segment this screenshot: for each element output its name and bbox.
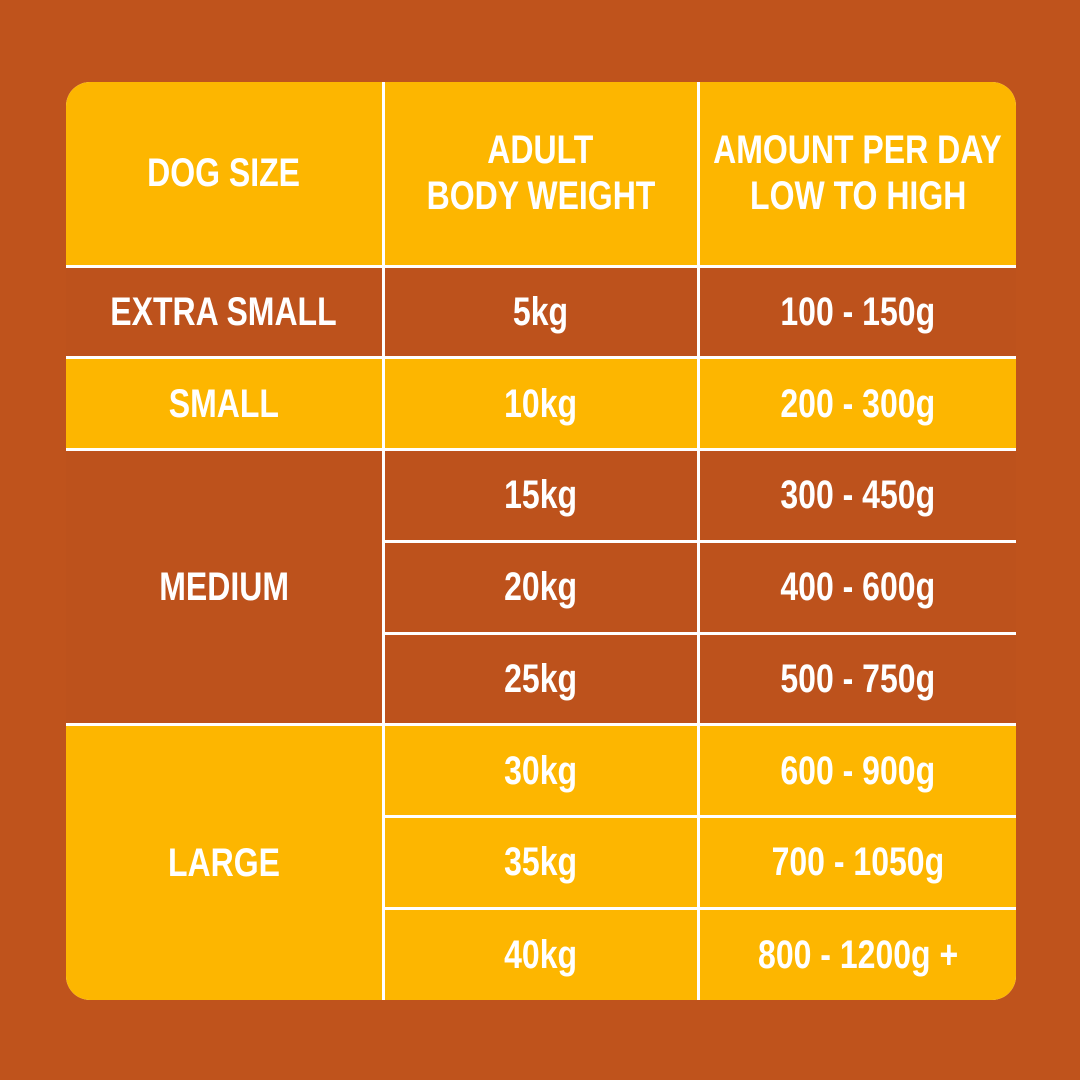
weight-cell: 35kg [384, 818, 697, 907]
cell-text: ADULT [487, 128, 594, 173]
cell-text: 40kg [504, 932, 577, 977]
cell-text: DOG SIZE [147, 151, 301, 196]
weight-cell: 5kg [384, 267, 697, 357]
cell-text: 30kg [504, 748, 577, 793]
amount-cell: 400 - 600g [699, 542, 1016, 632]
cell-text: MEDIUM [158, 565, 289, 610]
header-cell: AMOUNT PER DAY LOW TO HIGH [699, 82, 1016, 265]
size-cell: EXTRA SMALL [66, 267, 382, 357]
cell-text: 5kg [512, 289, 569, 334]
cell-text: 300 - 450g [780, 473, 936, 518]
cell-text: LARGE [167, 841, 280, 886]
cell-text: 800 - 1200g + [757, 932, 958, 977]
amount-cell: 300 - 450g [699, 451, 1016, 540]
cell-text: 100 - 150g [780, 289, 936, 334]
cell-text: 10kg [504, 381, 577, 426]
cell-text: AMOUNT PER DAY [713, 128, 1003, 173]
cell-text: BODY WEIGHT [426, 174, 655, 219]
amount-cell: 800 - 1200g + [699, 909, 1016, 1000]
cell-text: 600 - 900g [780, 748, 936, 793]
size-cell: SMALL [66, 359, 382, 448]
size-cell: LARGE [66, 726, 382, 1000]
cell-text: EXTRA SMALL [110, 289, 337, 334]
cell-text: 20kg [504, 565, 577, 610]
weight-cell: 10kg [384, 359, 697, 448]
cell-text: LOW TO HIGH [749, 174, 966, 219]
weight-cell: 40kg [384, 909, 697, 1000]
cell-text: SMALL [168, 381, 279, 426]
cell-text: 400 - 600g [780, 565, 936, 610]
header-cell: ADULT BODY WEIGHT [384, 82, 697, 265]
weight-cell: 15kg [384, 451, 697, 540]
amount-cell: 600 - 900g [699, 726, 1016, 815]
weight-cell: 20kg [384, 542, 697, 632]
cell-text: 700 - 1050g [771, 840, 945, 885]
amount-cell: 200 - 300g [699, 359, 1016, 448]
cell-text: 200 - 300g [780, 381, 936, 426]
amount-cell: 100 - 150g [699, 267, 1016, 357]
cell-text: 15kg [504, 473, 577, 518]
cell-text: 25kg [504, 656, 577, 701]
weight-cell: 30kg [384, 726, 697, 815]
size-cell: MEDIUM [66, 451, 382, 724]
header-cell: DOG SIZE [66, 82, 382, 265]
feeding-table: DOG SIZE ADULT BODY WEIGHT AMOUNT PER DAY LO… [66, 82, 1016, 1000]
cell-text: 500 - 750g [780, 656, 936, 701]
amount-cell: 500 - 750g [699, 634, 1016, 724]
weight-cell: 25kg [384, 634, 697, 724]
cell-text: 35kg [504, 840, 577, 885]
amount-cell: 700 - 1050g [699, 818, 1016, 907]
